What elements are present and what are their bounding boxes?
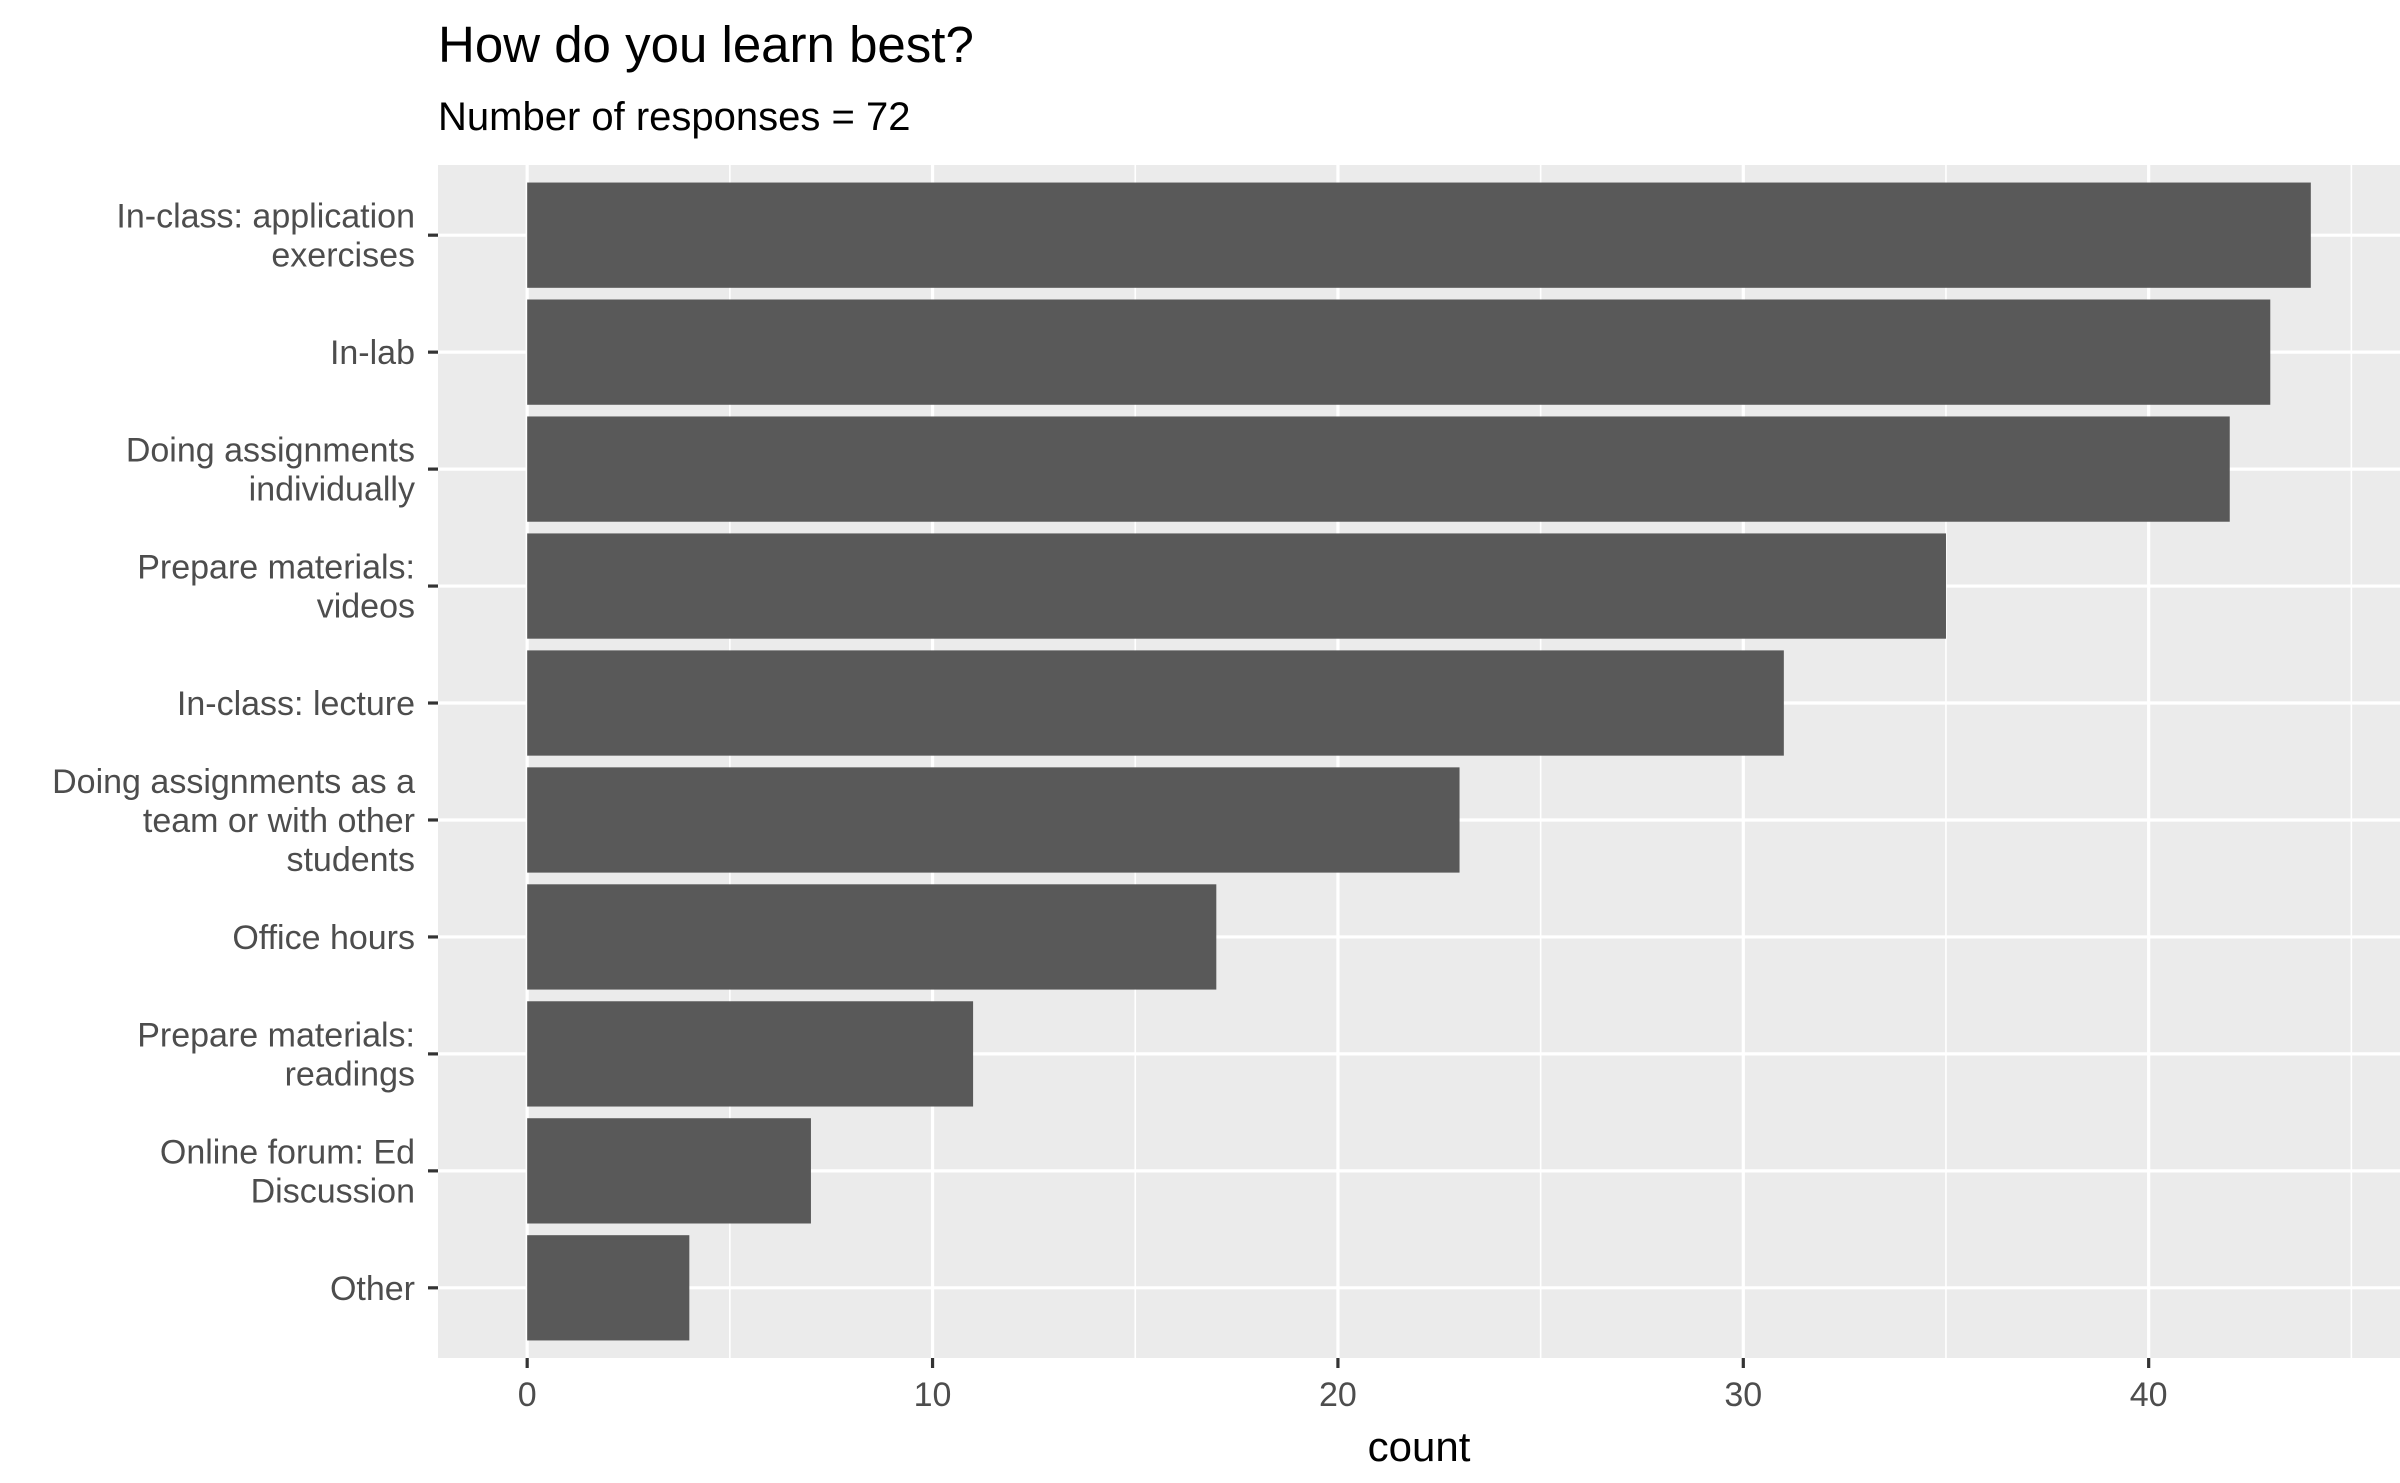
y-tick-label-line: Doing assignments	[126, 432, 415, 470]
y-tick-label-line: videos	[317, 588, 415, 626]
y-tick-label-line: team or with other	[143, 802, 415, 840]
bar	[527, 1235, 690, 1341]
x-axis: 0 10 20 30 40	[518, 1358, 2168, 1414]
y-tick-label: In-class: lecture	[177, 685, 415, 723]
x-tick-label: 0	[518, 1376, 537, 1414]
y-tick-label-line: In-class: application	[116, 198, 415, 236]
y-tick-label-line: students	[286, 841, 415, 879]
y-tick-label-line: Prepare materials:	[137, 549, 415, 587]
y-tick-label: Prepare materials: videos	[137, 549, 415, 626]
x-tick-label: 10	[914, 1376, 952, 1414]
y-tick-label: Doing assignments as a team or with other…	[52, 763, 415, 879]
y-tick-label: Office hours	[232, 919, 415, 957]
y-tick-label-line: readings	[285, 1055, 415, 1093]
x-tick-label: 40	[2130, 1376, 2168, 1414]
x-tick-label: 20	[1319, 1376, 1357, 1414]
bar	[527, 182, 2311, 288]
bar	[527, 416, 2230, 522]
x-axis-title: count	[1368, 1423, 1471, 1470]
y-tick-label: In-lab	[330, 334, 415, 372]
y-tick-label-line: Doing assignments as a	[52, 763, 415, 801]
y-tick-label-line: Discussion	[251, 1172, 415, 1210]
y-tick-label-line: In-class: lecture	[177, 685, 415, 723]
y-tick-label: Prepare materials: readings	[137, 1016, 415, 1093]
bar	[527, 884, 1217, 990]
y-tick-label: Other	[330, 1270, 415, 1308]
y-tick-label: Doing assignments individually	[126, 432, 415, 509]
bar	[527, 1118, 811, 1224]
chart-subtitle: Number of responses = 72	[438, 95, 910, 139]
bar	[527, 1001, 974, 1107]
y-tick-label-line: individually	[249, 471, 415, 509]
y-tick-label-line: Online forum: Ed	[160, 1133, 415, 1171]
bar	[527, 650, 1784, 756]
bars	[527, 182, 2311, 1341]
y-tick-label: Online forum: Ed Discussion	[160, 1133, 415, 1210]
y-tick-label-line: Office hours	[232, 919, 415, 957]
y-tick-label: In-class: application exercises	[116, 198, 415, 275]
y-axis: In-class: application exercises In-lab Doin…	[52, 198, 438, 1308]
bar	[527, 299, 2271, 405]
bar	[527, 533, 1946, 639]
y-tick-label-line: Prepare materials:	[137, 1016, 415, 1054]
chart-title: How do you learn best?	[438, 16, 974, 73]
y-tick-label-line: In-lab	[330, 334, 415, 372]
y-tick-label-line: exercises	[271, 237, 415, 275]
y-tick-label-line: Other	[330, 1270, 415, 1308]
bar	[527, 767, 1460, 873]
x-tick-label: 30	[1724, 1376, 1762, 1414]
